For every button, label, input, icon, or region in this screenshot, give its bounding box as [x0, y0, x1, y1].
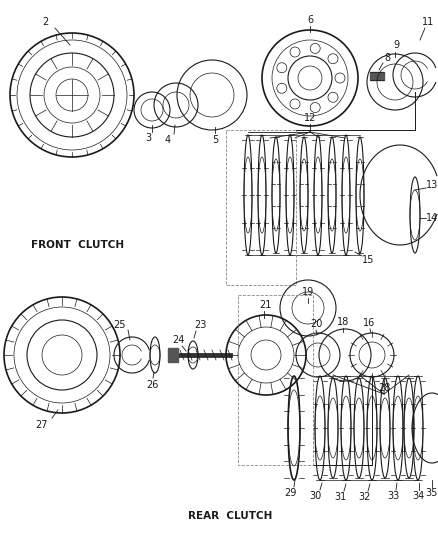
Text: 29: 29 [283, 488, 296, 498]
Text: 25: 25 [113, 320, 126, 330]
Text: 11: 11 [421, 17, 433, 27]
Text: 16: 16 [362, 318, 374, 328]
Text: 19: 19 [301, 287, 314, 297]
Text: 9: 9 [392, 40, 398, 50]
Text: 32: 32 [358, 492, 371, 502]
Text: 20: 20 [309, 319, 321, 329]
Text: 30: 30 [308, 491, 320, 501]
Text: 18: 18 [336, 317, 348, 327]
Text: 14: 14 [425, 213, 437, 223]
Bar [237, 295, 312, 465]
Polygon shape [369, 72, 383, 80]
Text: 26: 26 [145, 380, 158, 390]
Polygon shape [168, 348, 177, 362]
Text: 4: 4 [165, 135, 171, 145]
Text: 24: 24 [171, 335, 184, 345]
Text: 3: 3 [145, 133, 151, 143]
Text: FRONT  CLUTCH: FRONT CLUTCH [32, 240, 124, 250]
Text: 13: 13 [425, 180, 437, 190]
Text: 35: 35 [425, 488, 437, 498]
Text: 2: 2 [42, 17, 48, 27]
Bar [226, 130, 295, 285]
Text: REAR  CLUTCH: REAR CLUTCH [187, 511, 272, 521]
Text: 12: 12 [303, 113, 315, 123]
Text: 28: 28 [377, 383, 389, 393]
Text: 33: 33 [386, 491, 398, 501]
Text: 23: 23 [193, 320, 206, 330]
Text: 5: 5 [212, 135, 218, 145]
Text: 27: 27 [35, 420, 48, 430]
Text: 6: 6 [306, 15, 312, 25]
Text: 21: 21 [258, 300, 271, 310]
Text: 15: 15 [361, 255, 373, 265]
Text: 31: 31 [333, 492, 345, 502]
Text: 34: 34 [411, 491, 423, 501]
Text: 8: 8 [383, 53, 389, 63]
